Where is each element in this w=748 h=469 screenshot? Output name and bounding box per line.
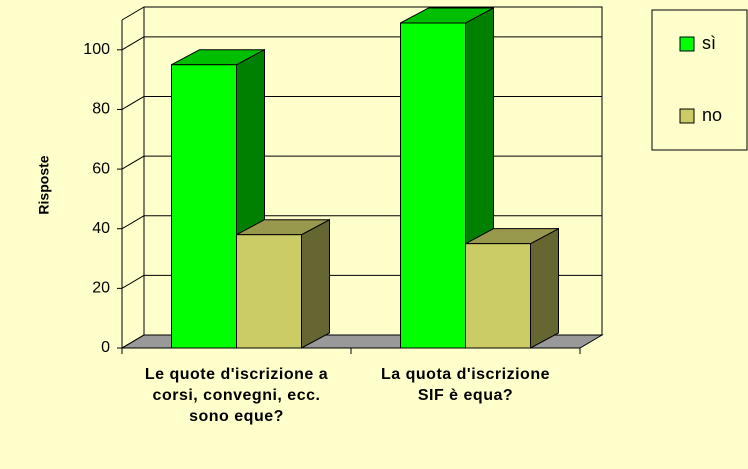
y-axis-label: Risposte bbox=[36, 155, 52, 214]
y-tick-label: 100 bbox=[83, 41, 110, 58]
grid-line-side bbox=[121, 36, 145, 51]
y-tick-label: 80 bbox=[92, 101, 110, 118]
x-tick-label: La quota d'iscrizione SIF è equa? bbox=[381, 366, 550, 404]
grid-line-side bbox=[121, 334, 145, 349]
y-tick-label: 0 bbox=[101, 339, 110, 356]
bar bbox=[171, 64, 237, 349]
y-tick-label: 40 bbox=[92, 220, 110, 237]
grid-line-side bbox=[121, 215, 145, 230]
bar bbox=[236, 234, 302, 349]
grid-line-side bbox=[121, 96, 145, 110]
bar bbox=[400, 22, 466, 349]
grid-line-side bbox=[121, 155, 145, 170]
bar-side bbox=[301, 218, 330, 349]
legend-swatch bbox=[679, 36, 695, 52]
legend-swatch bbox=[679, 108, 695, 124]
left-wall-edge bbox=[121, 6, 145, 21]
legend-label: sì bbox=[702, 33, 716, 53]
grid-line-side bbox=[121, 274, 145, 289]
bar bbox=[465, 243, 531, 349]
legend-box bbox=[651, 9, 748, 151]
x-tick-label: Le quote d'iscrizione a corsi, convegni,… bbox=[144, 366, 329, 425]
y-tick-label: 60 bbox=[92, 160, 110, 177]
bar-side bbox=[530, 227, 559, 349]
legend-label: no bbox=[702, 105, 722, 125]
y-tick-label: 20 bbox=[92, 280, 110, 297]
